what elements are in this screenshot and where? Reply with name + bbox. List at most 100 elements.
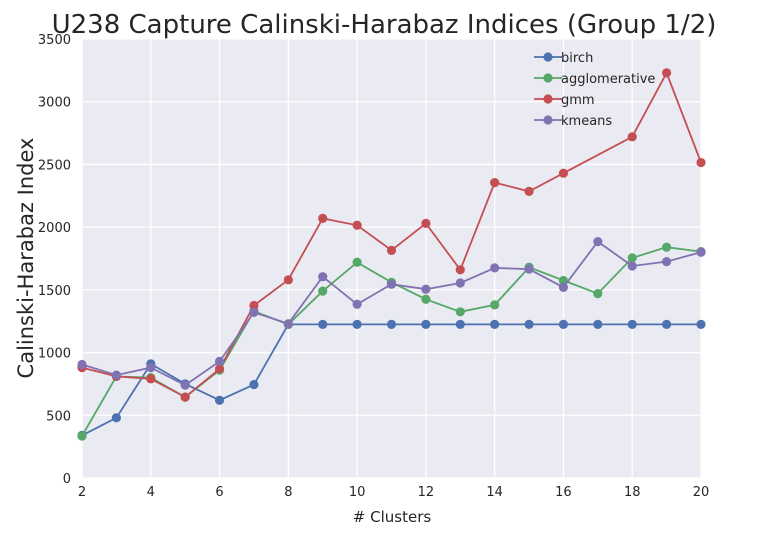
data-point-agglomerative bbox=[593, 289, 603, 299]
data-point-gmm bbox=[627, 132, 637, 142]
x-tick-label: 10 bbox=[349, 485, 366, 500]
x-tick-label: 8 bbox=[284, 485, 292, 500]
data-point-birch bbox=[524, 319, 534, 329]
x-axis-label: # Clusters bbox=[353, 508, 432, 526]
y-tick-label: 2500 bbox=[38, 158, 71, 173]
x-tick-label: 18 bbox=[624, 485, 641, 500]
data-point-birch bbox=[214, 395, 225, 405]
data-point-kmeans bbox=[352, 299, 362, 309]
legend-label: birch bbox=[561, 51, 593, 66]
y-tick-label: 3500 bbox=[38, 33, 71, 48]
x-tick-label: 6 bbox=[215, 485, 223, 500]
legend-marker bbox=[543, 115, 553, 125]
data-point-kmeans bbox=[180, 380, 190, 390]
data-point-agglomerative bbox=[352, 257, 362, 267]
data-point-birch bbox=[421, 319, 431, 329]
legend-label: agglomerative bbox=[561, 72, 655, 87]
data-point-gmm bbox=[146, 374, 156, 384]
data-point-birch bbox=[696, 319, 706, 329]
data-point-kmeans bbox=[111, 370, 121, 380]
series-line-gmm bbox=[81, 70, 702, 399]
y-tick-label: 500 bbox=[46, 409, 71, 424]
data-point-kmeans bbox=[283, 319, 293, 329]
data-point-birch bbox=[627, 319, 637, 329]
y-axis-ticks: 0 500 1000 1500 2000 2500 3000 3500 bbox=[38, 33, 71, 487]
data-point-gmm bbox=[662, 68, 672, 78]
y-tick-label: 0 bbox=[63, 472, 71, 487]
legend-item-gmm: gmm bbox=[534, 93, 595, 108]
data-point-gmm bbox=[249, 300, 259, 311]
legend-marker bbox=[543, 94, 553, 104]
series-group bbox=[77, 68, 706, 441]
data-point-agglomerative bbox=[662, 242, 672, 252]
data-point-birch bbox=[490, 319, 500, 329]
data-point-gmm bbox=[558, 168, 569, 178]
data-point-gmm bbox=[696, 157, 706, 168]
x-tick-label: 4 bbox=[147, 485, 155, 500]
plot-background bbox=[82, 39, 701, 478]
data-point-birch bbox=[662, 319, 672, 329]
data-point-birch bbox=[249, 379, 259, 390]
data-point-gmm bbox=[524, 186, 534, 196]
data-point-agglomerative bbox=[318, 286, 328, 296]
data-point-agglomerative bbox=[627, 253, 637, 263]
y-tick-label: 1000 bbox=[38, 347, 71, 362]
data-point-gmm bbox=[386, 245, 397, 255]
data-point-gmm bbox=[283, 275, 293, 285]
data-point-kmeans bbox=[146, 363, 156, 373]
series-kmeans bbox=[77, 236, 706, 390]
data-point-gmm bbox=[180, 392, 190, 402]
legend-item-birch: birch bbox=[534, 51, 593, 66]
data-point-kmeans bbox=[455, 278, 465, 288]
data-point-kmeans bbox=[696, 247, 706, 257]
y-axis-label: Calinski-Harabaz Index bbox=[14, 138, 38, 379]
data-point-birch bbox=[352, 319, 362, 329]
data-point-kmeans bbox=[421, 284, 431, 294]
legend-item-agglomerative: agglomerative bbox=[534, 72, 655, 87]
y-tick-label: 1500 bbox=[38, 284, 71, 299]
data-point-kmeans bbox=[318, 272, 328, 282]
data-point-kmeans bbox=[662, 257, 672, 267]
data-point-gmm bbox=[490, 178, 500, 188]
x-tick-label: 12 bbox=[418, 485, 435, 500]
y-tick-label: 2000 bbox=[38, 221, 71, 236]
data-point-gmm bbox=[214, 364, 225, 374]
data-point-birch bbox=[593, 319, 603, 329]
data-point-kmeans bbox=[593, 236, 603, 247]
x-tick-label: 2 bbox=[78, 485, 86, 500]
data-point-kmeans bbox=[249, 307, 259, 318]
legend-marker bbox=[543, 52, 553, 62]
chart-title: U238 Capture Calinski-Harabaz Indices (G… bbox=[52, 10, 717, 40]
data-point-kmeans bbox=[214, 356, 225, 366]
data-point-gmm bbox=[421, 218, 431, 228]
data-point-kmeans bbox=[524, 264, 534, 274]
data-point-kmeans bbox=[490, 263, 500, 273]
data-point-gmm bbox=[318, 213, 328, 223]
data-point-birch bbox=[558, 319, 569, 329]
data-point-agglomerative bbox=[455, 307, 465, 317]
data-point-gmm bbox=[455, 265, 465, 275]
data-point-agglomerative bbox=[77, 431, 87, 441]
legend-label: kmeans bbox=[561, 114, 612, 129]
data-point-birch bbox=[455, 319, 465, 329]
data-point-agglomerative bbox=[490, 300, 500, 310]
data-point-birch bbox=[318, 319, 328, 329]
data-point-kmeans bbox=[77, 359, 87, 370]
data-point-kmeans bbox=[558, 282, 569, 292]
x-tick-label: 20 bbox=[693, 485, 710, 500]
data-point-birch bbox=[386, 319, 397, 329]
data-point-kmeans bbox=[627, 261, 637, 271]
y-tick-label: 3000 bbox=[38, 96, 71, 111]
legend: birch agglomerative gmm kmeans bbox=[534, 51, 655, 129]
legend-label: gmm bbox=[561, 93, 595, 108]
data-point-kmeans bbox=[386, 279, 397, 289]
legend-item-kmeans: kmeans bbox=[534, 114, 612, 129]
x-tick-label: 16 bbox=[555, 485, 572, 500]
x-axis-ticks: 2 4 6 8 10 12 14 16 18 20 bbox=[78, 485, 709, 500]
x-tick-label: 14 bbox=[486, 485, 503, 500]
data-point-birch bbox=[111, 413, 121, 423]
data-point-gmm bbox=[352, 220, 362, 230]
legend-marker bbox=[543, 73, 553, 83]
data-point-agglomerative bbox=[421, 294, 431, 304]
